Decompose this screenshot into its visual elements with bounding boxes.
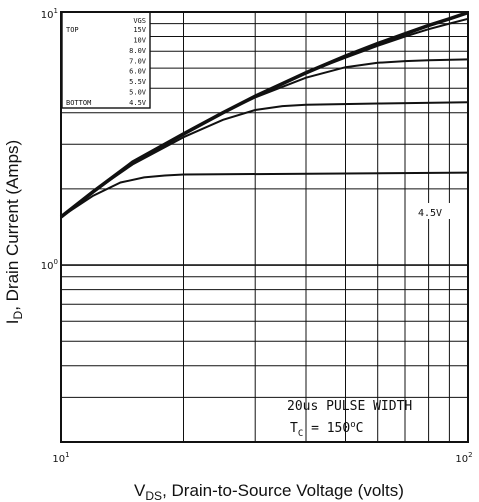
x-axis-label: VDS, Drain-to-Source Voltage (volts): [134, 481, 404, 502]
legend-entry: 8.0V: [129, 47, 147, 55]
legend-entries: 15V 10V 8.0V 7.0V 6.0V 5.5V 5.0V 4.5V: [129, 26, 147, 107]
legend-entry: 15V: [133, 26, 146, 34]
legend-header: VGS: [133, 17, 146, 25]
x-tick-label: 101: [52, 451, 69, 465]
y-tick-label: 100: [41, 258, 58, 272]
y-axis-label: ID, Drain Current (Amps): [3, 140, 25, 324]
annotation: 20us PULSE WIDTH TC = 150oC: [287, 399, 412, 439]
series-label-4-5v: 4.5V: [418, 208, 442, 219]
legend-top-label: TOP: [66, 26, 79, 34]
legend-entry: 7.0V: [129, 57, 147, 65]
plot-frame: [60, 11, 469, 443]
legend-bottom-label: BOTTOM: [66, 99, 91, 107]
curves: [59, 10, 469, 219]
legend-entry: 6.0V: [129, 68, 147, 76]
legend-entry: 5.0V: [129, 89, 147, 97]
series-curve-2: [60, 58, 469, 218]
legend-entry: 4.5V: [129, 99, 147, 107]
series-label-gap: [410, 203, 450, 219]
temperature-label: TC = 150oC: [290, 420, 363, 439]
grid: [60, 11, 469, 443]
legend-entry: 10V: [133, 36, 146, 44]
x-tick-label: 102: [455, 451, 472, 465]
pulse-width-label: 20us PULSE WIDTH: [287, 399, 412, 414]
legend-entry: 5.5V: [129, 78, 147, 86]
series-curve-3: [60, 101, 469, 218]
legend-box: TOP BOTTOM VGS 15V 10V 8.0V 7.0V 6.0V 5.5V 5.0…: [61, 11, 151, 109]
series-curve-4: [60, 171, 469, 218]
tick-labels: 101 102 101 100: [41, 7, 473, 465]
y-tick-label: 101: [41, 7, 58, 21]
